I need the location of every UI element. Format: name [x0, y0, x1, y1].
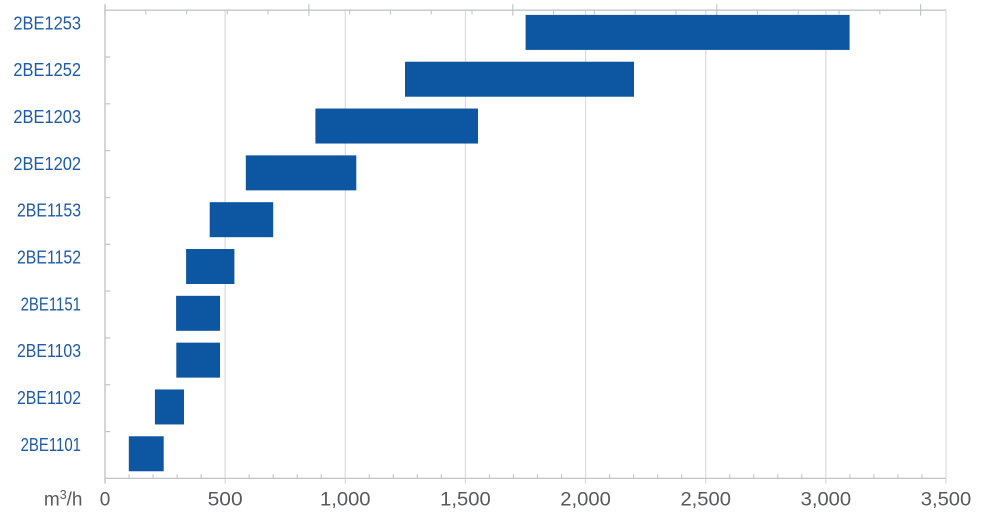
svg-text:2,500: 2,500 — [680, 490, 731, 511]
svg-text:2BE1102: 2BE1102 — [17, 387, 81, 408]
svg-text:500: 500 — [208, 490, 243, 511]
svg-text:3,500: 3,500 — [921, 490, 972, 511]
svg-text:3,000: 3,000 — [801, 490, 852, 511]
svg-text:m3/h: m3/h — [44, 488, 83, 511]
svg-text:1,500: 1,500 — [440, 490, 491, 511]
svg-text:0: 0 — [100, 490, 111, 511]
svg-text:2BE1252: 2BE1252 — [13, 59, 81, 80]
svg-text:2BE1153: 2BE1153 — [17, 200, 81, 221]
svg-text:2BE1202: 2BE1202 — [13, 153, 81, 174]
svg-text:1,000: 1,000 — [320, 490, 371, 511]
svg-text:2BE1151: 2BE1151 — [21, 293, 81, 314]
svg-text:2BE1152: 2BE1152 — [17, 247, 81, 268]
svg-text:2BE1253: 2BE1253 — [13, 12, 81, 33]
svg-text:2BE1203: 2BE1203 — [13, 106, 81, 127]
svg-text:2,000: 2,000 — [560, 490, 611, 511]
svg-text:2BE1103: 2BE1103 — [17, 340, 81, 361]
svg-text:2BE1101: 2BE1101 — [21, 434, 81, 455]
